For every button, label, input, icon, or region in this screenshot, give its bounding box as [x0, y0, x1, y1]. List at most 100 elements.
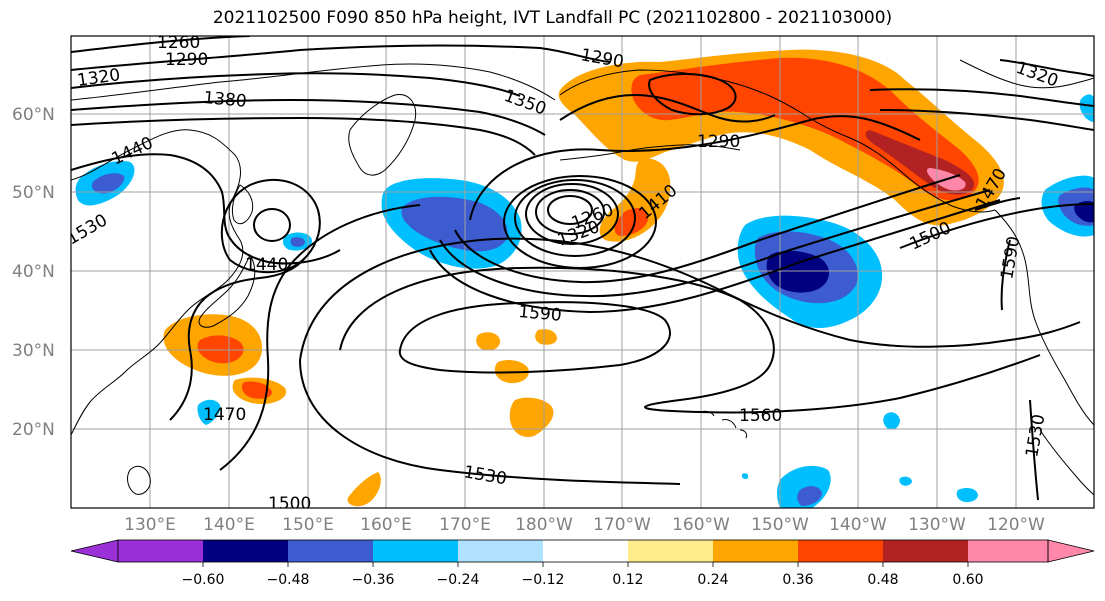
contour-label: 1290 — [697, 132, 740, 152]
colorbar-tick-label: −0.36 — [352, 572, 395, 588]
ivt-blue-sw1 — [797, 486, 822, 506]
latitude-labels: 60°N 50°N 40°N 30°N 20°N — [12, 105, 55, 440]
lon-label: 160°E — [360, 515, 412, 535]
coast-mexico — [1039, 429, 1094, 496]
colorbar-tick-label: −0.48 — [267, 572, 310, 588]
contour-1500 — [219, 203, 1094, 471]
lon-label: 180°W — [515, 515, 573, 535]
ivt-blue-west — [92, 173, 125, 194]
ivt-sky-ne — [1079, 94, 1094, 122]
contour-label: 1440 — [245, 255, 288, 275]
colorbar-segment — [203, 540, 288, 562]
ivt-orange-hawaii-4 — [509, 397, 554, 438]
coast-japan — [198, 253, 256, 328]
contour-label: 1380 — [203, 88, 248, 112]
ivt-orange-hawaii-1 — [476, 332, 501, 351]
colorbar-tick-label: 0.24 — [697, 572, 728, 588]
ivt-red-japan — [197, 335, 244, 364]
lon-label: 130°E — [124, 515, 176, 535]
height-contours — [71, 36, 1094, 501]
ivt-sky-sw5 — [742, 473, 749, 480]
coast-nwamerica — [994, 209, 1094, 426]
coast-kamchatka — [348, 94, 417, 176]
lon-label: 150°W — [751, 515, 809, 535]
ivt-sky-sw2 — [883, 412, 900, 430]
colorbar-segment — [288, 540, 373, 562]
contour-low-1 — [547, 195, 593, 225]
colorbar-tick-label: −0.12 — [522, 572, 565, 588]
contour-1320 — [71, 72, 521, 97]
colorbar-extend-high — [1047, 539, 1095, 563]
contour-jp-low — [253, 208, 291, 242]
ivt-red-alaska — [631, 57, 979, 201]
lat-label: 50°N — [12, 183, 55, 203]
lat-label: 20°N — [12, 420, 55, 440]
map-frame — [70, 35, 1095, 509]
colorbar-tick-label: −0.24 — [437, 572, 480, 588]
lon-label: 140°W — [829, 515, 887, 535]
colorbar-tick-label: −0.60 — [182, 572, 225, 588]
colorbar-segment — [458, 540, 543, 562]
contour-label: 1470 — [203, 405, 246, 425]
ivt-blue-jp2 — [290, 237, 305, 247]
ivt-orange-hawaii-2 — [535, 329, 557, 345]
lon-label: 150°E — [282, 515, 334, 535]
contour-low-3 — [525, 183, 619, 245]
lat-label: 30°N — [12, 341, 55, 361]
colorbar-segment — [713, 540, 798, 562]
colorbar-tick-label: 0.60 — [952, 572, 983, 588]
contour-1590-east — [1000, 239, 1011, 311]
lon-label: 120°W — [987, 515, 1045, 535]
coast-asia — [71, 129, 244, 436]
contour-low-4 — [514, 179, 636, 257]
longitude-labels: 130°E 140°E 150°E 160°E 170°E 180°W 170°… — [124, 515, 1045, 535]
ivt-blue-central — [401, 196, 508, 252]
contour-label: 1560 — [739, 406, 782, 426]
colorbar-segment — [798, 540, 883, 562]
contour-label: 1290 — [165, 50, 208, 70]
coast-canada-inner — [959, 59, 1094, 89]
colorbar-segment — [883, 540, 968, 562]
ivt-sky-sw3 — [956, 488, 978, 503]
ivt-red-small-japan — [241, 381, 272, 399]
colorbar-ticks — [202, 562, 969, 567]
colorbar-extend-low — [70, 539, 119, 563]
contour-label: 1500 — [268, 494, 311, 514]
lon-label: 140°E — [203, 515, 255, 535]
contour-1320-ne — [999, 59, 1094, 77]
contour-1440-west — [71, 153, 341, 265]
lat-label: 60°N — [12, 105, 55, 125]
contour-1440-n — [559, 94, 776, 123]
ivt-sky-jp3 — [197, 399, 221, 425]
coast-japan-north — [231, 184, 254, 225]
contour-1530-east — [1029, 399, 1039, 501]
ivt-red-tongue — [614, 208, 649, 236]
ivt-navy-east — [766, 250, 829, 293]
contour-1350 — [71, 98, 546, 136]
graticule — [71, 36, 1094, 508]
contour-label: 1260 — [157, 33, 200, 53]
map-title: 2021102500 F090 850 hPa height, IVT Land… — [212, 8, 893, 28]
coast-aleutians — [559, 144, 741, 161]
contour-low-6 — [469, 115, 921, 221]
contour-low-2 — [535, 189, 605, 235]
contour-1410 — [429, 199, 1001, 314]
coast-siberia — [71, 63, 556, 101]
ivt-navy-east-coast — [1074, 200, 1094, 223]
colorbar-segment — [373, 540, 458, 562]
contour-1290-loop — [648, 73, 737, 116]
colorbar-segment — [968, 540, 1048, 562]
contour-labels: 1260 1290 1320 1380 1350 1290 1290 1320 … — [71, 33, 1061, 514]
lat-label: 40°N — [12, 262, 55, 282]
coast-philippines — [127, 465, 151, 495]
contour-1560 — [339, 266, 1041, 414]
contour-1290-n — [71, 44, 611, 71]
colorbar-segment — [118, 540, 203, 562]
contour-1260 — [71, 36, 251, 53]
ivt-sky-sw4 — [899, 476, 912, 486]
map-content: 1260 1290 1320 1380 1350 1290 1290 1320 … — [71, 33, 1094, 514]
contour-1590-inner — [398, 301, 671, 374]
contour-jp-ring — [220, 178, 321, 274]
colorbar-tick-label: 0.48 — [867, 572, 898, 588]
